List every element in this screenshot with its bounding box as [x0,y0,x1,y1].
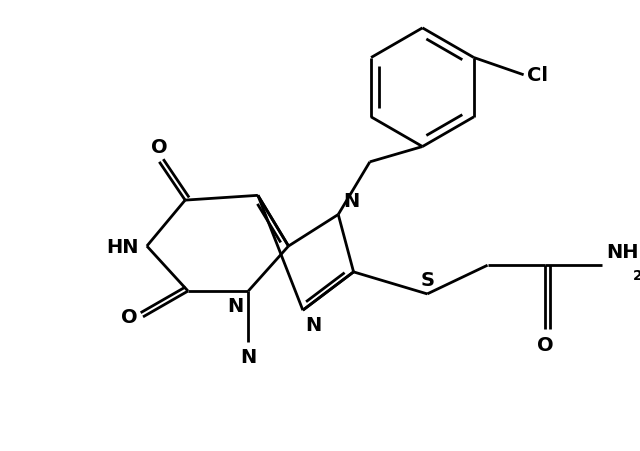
Text: O: O [151,138,168,157]
Text: O: O [537,335,553,354]
Text: HN: HN [107,237,139,256]
Text: Cl: Cl [527,66,548,85]
Text: N: N [343,191,359,210]
Text: S: S [420,271,435,290]
Text: N: N [306,315,322,334]
Text: N: N [227,296,243,315]
Text: NH: NH [606,243,639,262]
Text: 2: 2 [633,268,640,282]
Text: N: N [240,348,257,367]
Text: O: O [121,308,138,327]
